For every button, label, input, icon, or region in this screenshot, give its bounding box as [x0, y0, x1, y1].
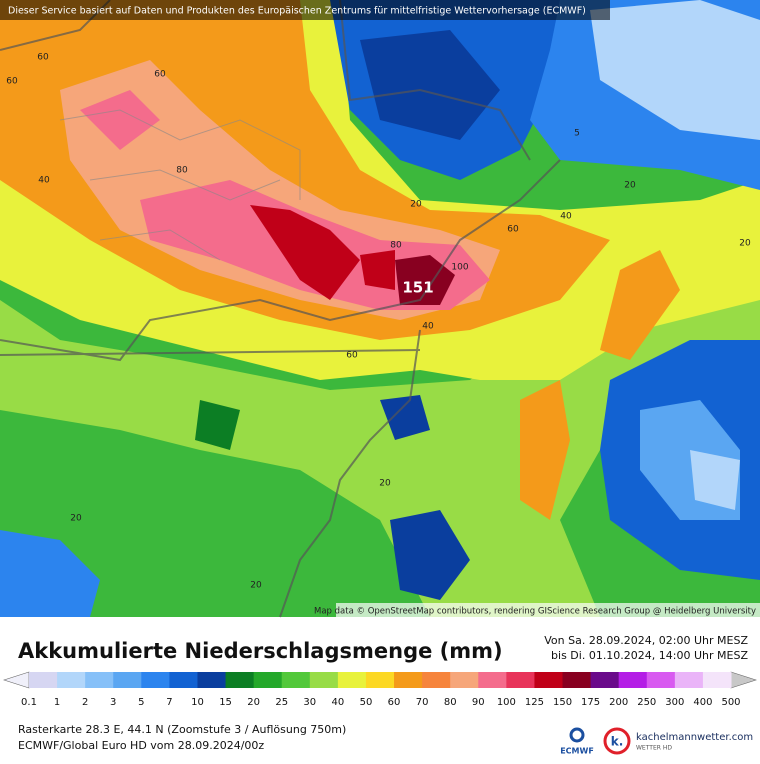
period-from: Von Sa. 28.09.2024, 02:00 Uhr MESZ	[544, 634, 748, 647]
site-sub: WETTER HD	[636, 745, 672, 752]
legend-label: 125	[525, 697, 544, 708]
contour-label: 20	[739, 239, 751, 249]
legend-swatch	[394, 672, 423, 688]
ecmwf-logo: ECMWF	[560, 747, 594, 756]
legend-label: 60	[388, 697, 401, 708]
precipitation-map	[0, 0, 760, 618]
legend-swatch	[450, 672, 479, 688]
legend-label: 70	[416, 697, 429, 708]
legend-arrow-right	[730, 671, 757, 689]
legend-label: 10	[191, 697, 204, 708]
legend-label: 250	[637, 697, 656, 708]
legend-label: 30	[303, 697, 316, 708]
contour-label: 20	[250, 581, 262, 591]
legend-swatch	[646, 672, 676, 688]
contour-label: 60	[507, 225, 519, 235]
contour-label: 20	[70, 514, 82, 524]
legend-arrow-left	[3, 671, 30, 689]
legend-label: 0.1	[21, 697, 37, 708]
legend-label: 20	[247, 697, 260, 708]
legend-label: 2	[82, 697, 88, 708]
legend-swatch	[197, 672, 227, 688]
legend-swatch	[57, 672, 86, 688]
legend-swatch	[253, 672, 283, 688]
legend-swatch	[281, 672, 311, 688]
legend-label: 7	[166, 697, 172, 708]
legend-label: 90	[472, 697, 485, 708]
legend-swatch	[141, 672, 170, 688]
contour-label: 60	[346, 351, 358, 361]
site-icon[interactable]	[603, 727, 631, 755]
contour-label: 60	[6, 77, 18, 87]
legend-label: 150	[553, 697, 572, 708]
legend-swatch	[590, 672, 620, 688]
legend-swatch	[169, 672, 198, 688]
ecmwf-icon	[569, 727, 585, 743]
legend-label: 175	[581, 697, 600, 708]
legend-label: 25	[275, 697, 288, 708]
model: ECMWF/Global Euro HD vom 28.09.2024/00z	[18, 739, 264, 752]
legend-label: 400	[693, 697, 712, 708]
legend-label: 500	[721, 697, 740, 708]
legend-swatch	[225, 672, 255, 688]
contour-label: 60	[154, 70, 166, 80]
legend-swatch	[674, 672, 704, 688]
site-logo[interactable]: kachelmannwetter.com	[636, 732, 753, 743]
contour-label: 80	[176, 166, 188, 176]
legend-label: 80	[444, 697, 457, 708]
contour-label: 5	[574, 129, 580, 139]
contour-label: 20	[379, 479, 391, 489]
legend-swatch	[309, 672, 339, 688]
title: Akkumulierte Niederschlagsmenge (mm)	[18, 639, 503, 663]
legend: 0.1 1 2 3 5 7 10 15 20 25 30 40 50 60 70 80 90 100 125 150 1…	[3, 671, 757, 708]
contour-label: 20	[410, 200, 422, 210]
legend-swatch	[478, 672, 507, 688]
legend-swatch	[113, 672, 142, 688]
notice-bar	[0, 0, 610, 20]
legend-label: 100	[497, 697, 516, 708]
legend-swatch	[702, 672, 732, 688]
location: Rasterkarte 28.3 E, 44.1 N (Zoomstufe 3 …	[18, 723, 346, 736]
legend-label: 300	[665, 697, 684, 708]
legend-swatch	[337, 672, 367, 688]
legend-swatch	[422, 672, 451, 688]
legend-label: 1	[54, 697, 60, 708]
site-icon-letter: k.	[611, 735, 624, 749]
legend-label: 3	[110, 697, 116, 708]
legend-swatch	[562, 672, 592, 688]
contour-label: 60	[37, 53, 49, 63]
legend-swatch	[506, 672, 535, 688]
period-to: bis Di. 01.10.2024, 14:00 Uhr MESZ	[551, 649, 748, 662]
legend-swatch	[618, 672, 648, 688]
contour-label: 40	[38, 176, 50, 186]
legend-swatch	[85, 672, 114, 688]
contour-label: 100	[451, 263, 468, 273]
attribution-bar	[336, 603, 760, 617]
notice: Dieser Service basiert auf Daten und Pro…	[8, 6, 586, 17]
legend-swatch	[534, 672, 564, 688]
max-label: 151	[402, 279, 433, 297]
legend-label: 50	[360, 697, 373, 708]
contour-label: 80	[390, 241, 402, 251]
legend-label: 40	[332, 697, 345, 708]
legend-label: 200	[609, 697, 628, 708]
legend-swatch	[365, 672, 395, 688]
contour-label: 20	[624, 181, 636, 191]
legend-label: 5	[138, 697, 144, 708]
legend-swatch	[29, 672, 58, 688]
contour-label: 40	[422, 322, 434, 332]
contour-label: 40	[560, 212, 572, 222]
legend-label: 15	[219, 697, 232, 708]
attribution: Map data © OpenStreetMap contributors, r…	[314, 607, 756, 617]
